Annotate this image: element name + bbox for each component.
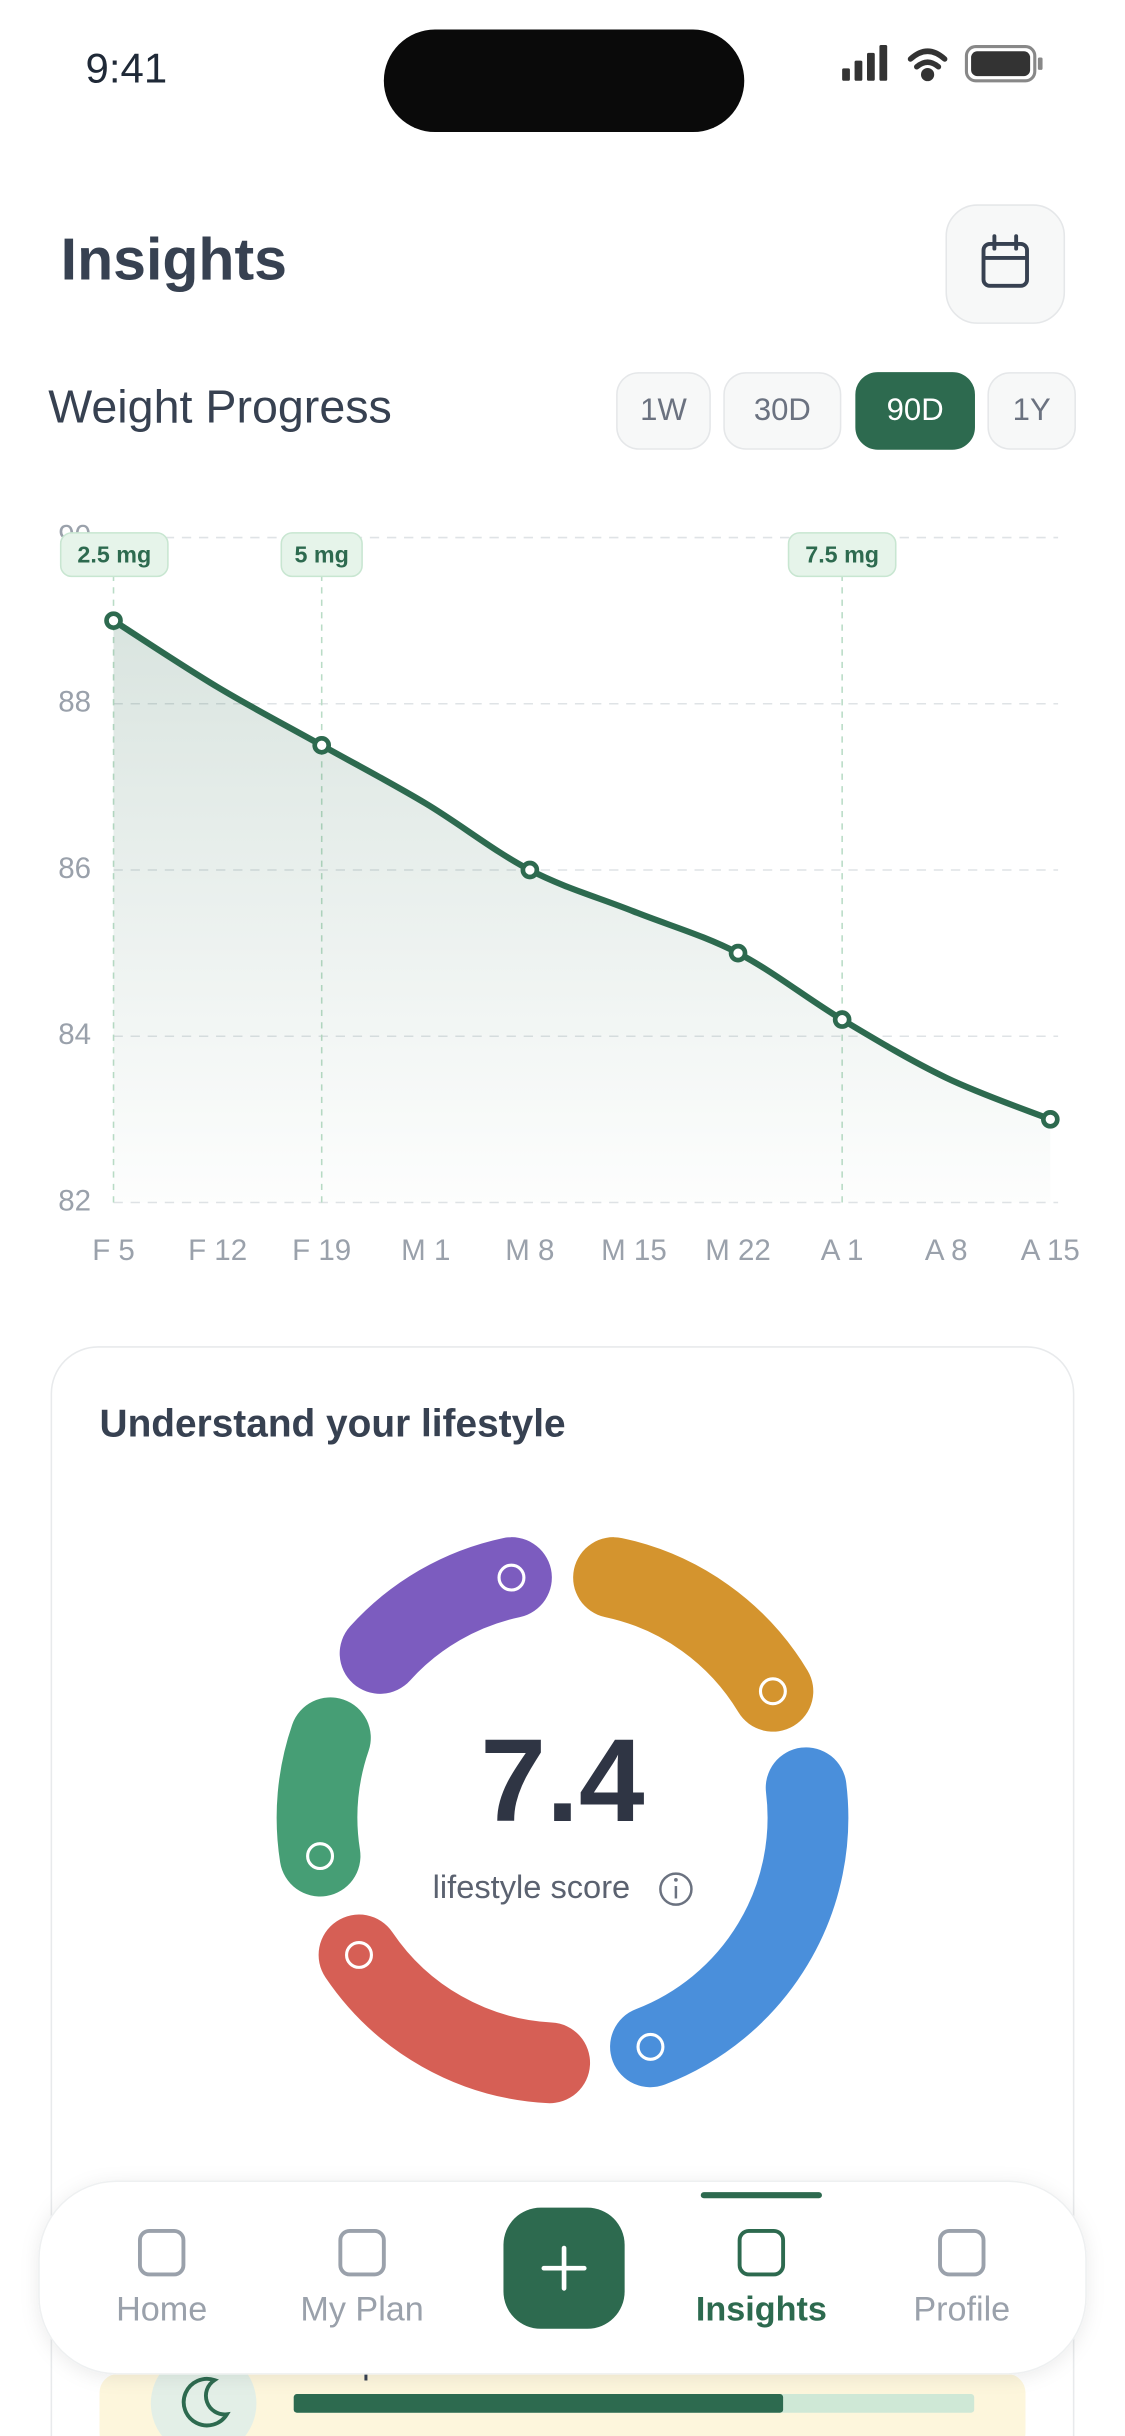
- range-button-bg: [855, 372, 975, 450]
- sleep-icon: [181, 2376, 231, 2428]
- point: [104, 611, 123, 630]
- ring-segment[interactable]: [339, 1537, 552, 1694]
- tab-item[interactable]: Insights: [696, 2192, 827, 2329]
- ring-icon: [758, 1677, 787, 1706]
- tab-label: My Plan: [300, 2291, 423, 2329]
- info-icon[interactable]: [659, 1872, 693, 1906]
- page-title: Insights: [61, 227, 287, 293]
- range-button-label: 1W: [640, 392, 687, 427]
- range-button-bg: [616, 372, 711, 450]
- x-tick-label: A 1: [821, 1234, 864, 1267]
- tab-item[interactable]: My Plan: [300, 2228, 424, 2329]
- x-tick-label: A 8: [925, 1234, 968, 1267]
- tab-icon: [938, 2228, 986, 2277]
- battery-icon: [964, 45, 1043, 83]
- y-tick-label: 84: [58, 1018, 91, 1051]
- x-tick-label: M 1: [401, 1234, 450, 1267]
- ring-segment[interactable]: [318, 1914, 591, 2104]
- lifestyle-card: [50, 1346, 1075, 2436]
- chart: 1W30D90D1Y8284868890F 5F 12F 19M 1M 8M 1…: [58, 372, 1080, 1267]
- dose-label: 7.5 mg: [805, 541, 879, 567]
- tab-label: Profile: [913, 2291, 1010, 2329]
- point: [1041, 1110, 1060, 1129]
- range-button-label: 1Y: [1013, 392, 1051, 427]
- range-button[interactable]: 1Y: [987, 372, 1076, 450]
- tab-icon: [737, 2228, 786, 2277]
- point: [728, 943, 748, 963]
- line: [110, 617, 1054, 1123]
- lifestyle-score: 7.4: [480, 1715, 644, 1847]
- dose-label: 5 mg: [295, 541, 349, 567]
- ring-icon: [636, 2032, 665, 2061]
- x-tick-label: M 15: [601, 1234, 667, 1267]
- dose-label: 2.5 mg: [77, 541, 151, 567]
- range-button-label: 90D: [887, 392, 944, 427]
- range-button-label: 30D: [754, 392, 811, 427]
- x-tick-label: M 8: [505, 1234, 554, 1267]
- x-tick-label: A 15: [1021, 1234, 1080, 1267]
- point: [520, 860, 540, 880]
- x-tick-label: F 19: [292, 1234, 351, 1267]
- dose-badge: [787, 532, 897, 578]
- x-tick-label: F 5: [92, 1234, 135, 1267]
- signal-icon: [842, 45, 888, 81]
- card-title: Understand your lifestyle: [100, 1402, 566, 1445]
- tab-label: Home: [116, 2291, 207, 2329]
- ring-icon: [497, 1563, 526, 1592]
- ring-segment[interactable]: [610, 1747, 849, 2088]
- range-button[interactable]: 30D: [723, 372, 842, 450]
- ring-icon: [345, 1940, 373, 1969]
- y-tick-label: 86: [58, 852, 91, 885]
- tab-icon: [137, 2228, 186, 2277]
- tab-label: Insights: [696, 2291, 827, 2329]
- wifi-icon: [907, 48, 948, 82]
- status-time: 9:41: [86, 45, 168, 92]
- ring-segment[interactable]: [573, 1537, 814, 1732]
- tab-indicator: [700, 2192, 822, 2199]
- x-tick-label: F 12: [188, 1234, 247, 1267]
- dose-badge: [59, 532, 169, 578]
- point: [832, 1010, 852, 1029]
- tab-item[interactable]: Profile: [913, 2228, 1010, 2329]
- sleep-progress: [293, 2394, 784, 2413]
- range-button-bg: [723, 372, 842, 450]
- ring-icon: [306, 1842, 335, 1871]
- range-button-bg: [987, 372, 1076, 450]
- y-tick-label: 82: [58, 1184, 91, 1217]
- range-button[interactable]: 1W: [616, 372, 711, 450]
- add-button[interactable]: [503, 2207, 625, 2329]
- dynamic-island: [383, 29, 745, 133]
- tab-item[interactable]: Home: [116, 2228, 207, 2329]
- area: [113, 620, 1051, 1203]
- dose-badge: [280, 532, 363, 578]
- calendar-button[interactable]: [945, 204, 1066, 324]
- range-button[interactable]: 90D: [855, 372, 975, 450]
- tab-items: Home My Plan Insights Profile: [116, 2192, 1010, 2329]
- y-tick-label: 88: [58, 686, 91, 719]
- chart-title: Weight Progress: [48, 380, 392, 432]
- x-tick-label: M 22: [705, 1234, 771, 1267]
- tab-icon: [338, 2228, 386, 2277]
- lifestyle-ring: [276, 1537, 849, 2104]
- ring-segment[interactable]: [276, 1697, 371, 1897]
- point: [312, 736, 332, 755]
- score-label: lifestyle score: [433, 1868, 631, 1905]
